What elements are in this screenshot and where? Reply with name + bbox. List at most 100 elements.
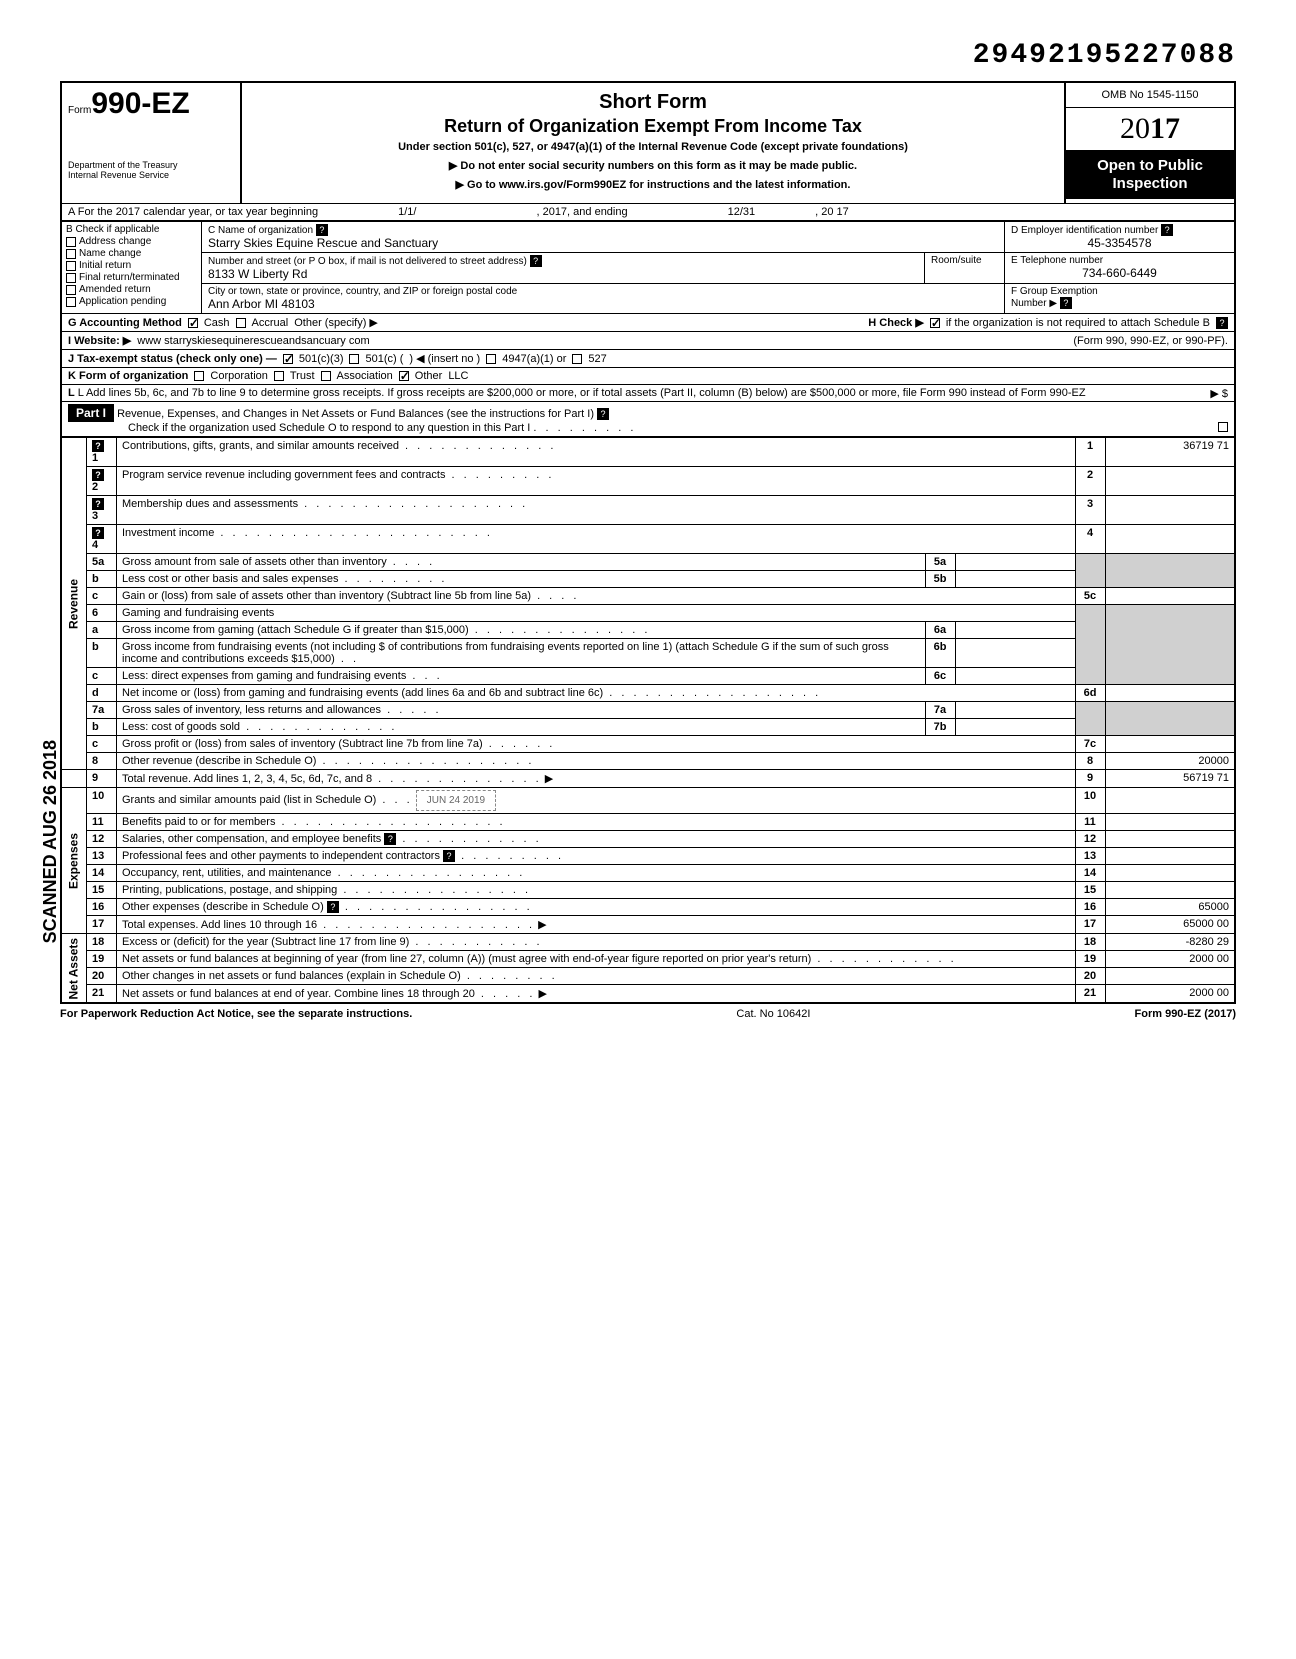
row-a-mid: , 2017, and ending [536,206,627,218]
table-row: a Gross income from gaming (attach Sched… [61,622,1235,639]
amount-1: 36719 71 [1105,438,1235,467]
form-under: Under section 501(c), 527, or 4947(a)(1)… [252,141,1054,153]
chk-final: Final return/terminated [66,272,197,283]
table-row: ? 3 Membership dues and assessments . . … [61,496,1235,525]
help-icon: ? [92,498,104,510]
c-label: C Name of organization [208,225,313,236]
checkbox-501c-icon[interactable] [349,354,359,364]
checkbox-icon[interactable] [66,249,76,259]
city: Ann Arbor MI 48103 [208,297,315,311]
form-subtitle: Return of Organization Exempt From Incom… [252,116,1054,137]
table-row: 5a Gross amount from sale of assets othe… [61,554,1235,571]
table-row: 19 Net assets or fund balances at beginn… [61,951,1235,968]
row-j: J Tax-exempt status (check only one) — 5… [60,350,1236,368]
checkbox-4947-icon[interactable] [486,354,496,364]
l-arrow: ▶ $ [1210,387,1228,400]
row-addr: Number and street (or P O box, if mail i… [202,253,1234,284]
checkbox-accrual-icon[interactable] [236,318,246,328]
form-container: SCANNED AUG 26 2018 29492195227088 Form9… [60,40,1236,1024]
table-row: 7a Gross sales of inventory, less return… [61,702,1235,719]
col-b: B Check if applicable Address change Nam… [62,222,202,313]
amount-18: -8280 29 [1105,934,1235,951]
form-note2: ▶ Go to www.irs.gov/Form990EZ for instru… [252,178,1054,191]
footer-center: Cat. No 10642I [736,1008,810,1020]
amount-8: 20000 [1105,753,1235,770]
row-a: A For the 2017 calendar year, or tax yea… [60,203,1236,220]
amount-9: 56719 71 [1105,770,1235,788]
table-row: d Net income or (loss) from gaming and f… [61,685,1235,702]
document-number: 29492195227088 [60,40,1236,71]
col-b-header: B Check if applicable [66,224,197,235]
table-row: Revenue ? 1 Contributions, gifts, grants… [61,438,1235,467]
help-icon: ? [92,469,104,481]
part1-table: Revenue ? 1 Contributions, gifts, grants… [60,437,1236,1004]
omb: OMB No 1545-1150 [1066,83,1234,108]
checkbox-icon[interactable] [66,237,76,247]
header-center: Short Form Return of Organization Exempt… [242,83,1064,203]
l-text: L Add lines 5b, 6c, and 7b to line 9 to … [78,387,1086,399]
checkbox-schedo-icon[interactable] [1218,422,1228,432]
checkbox-527-icon[interactable] [572,354,582,364]
table-row: Expenses 10 Grants and similar amounts p… [61,788,1235,814]
table-row: c Gross profit or (loss) from sales of i… [61,736,1235,753]
form-num-val: 990-EZ [91,87,189,120]
org-name: Starry Skies Equine Rescue and Sanctuary [208,236,438,250]
table-row: b Less cost or other basis and sales exp… [61,571,1235,588]
scanned-stamp: SCANNED AUG 26 2018 [40,740,61,943]
table-row: c Less: direct expenses from gaming and … [61,668,1235,685]
year-prefix: 20 [1120,112,1150,145]
help-icon: ? [327,901,339,913]
row-a-label: A For the 2017 calendar year, or tax yea… [68,206,318,218]
row-l: L L Add lines 5b, 6c, and 7b to line 9 t… [60,385,1236,402]
checkbox-other-icon[interactable] [399,371,409,381]
help-icon: ? [92,440,104,452]
checkbox-icon[interactable] [66,285,76,295]
table-row: b Less: cost of goods sold . . . . . . .… [61,719,1235,736]
chk-address: Address change [66,236,197,247]
checkbox-corp-icon[interactable] [194,371,204,381]
d-label: D Employer identification number [1011,225,1158,236]
row-i: I Website: ▶ www starryskiesequinerescue… [60,332,1236,350]
table-row: 6 Gaming and fundraising events [61,605,1235,622]
year-bold: 17 [1150,112,1180,145]
website: www starryskiesequinerescueandsancuary c… [137,335,369,347]
ein: 45-3354578 [1011,236,1228,250]
table-row: 15 Printing, publications, postage, and … [61,882,1235,899]
table-row: 16 Other expenses (describe in Schedule … [61,899,1235,916]
checkbox-cash-icon[interactable] [188,318,198,328]
row-k: K Form of organization Corporation Trust… [60,368,1236,385]
checkbox-icon[interactable] [66,261,76,271]
part1-sub: Check if the organization used Schedule … [128,422,530,434]
checkbox-icon[interactable] [66,297,76,307]
footer-right: Form 990-EZ (2017) [1135,1008,1236,1020]
chk-amended: Amended return [66,284,197,295]
f-sub: Number ▶ [1011,298,1057,309]
table-row: 8 Other revenue (describe in Schedule O)… [61,753,1235,770]
checkbox-assoc-icon[interactable] [321,371,331,381]
g-label: G Accounting Method [68,317,182,329]
chk-name: Name change [66,248,197,259]
form-number: Form990-EZ [68,87,234,121]
j-label: J Tax-exempt status (check only one) — [68,353,277,365]
table-row: 20 Other changes in net assets or fund b… [61,968,1235,985]
row-g: G Accounting Method Cash Accrual Other (… [60,314,1236,332]
table-row: ? 2 Program service revenue including go… [61,467,1235,496]
header-right: OMB No 1545-1150 2017 Open to Public Ins… [1064,83,1234,203]
checkbox-501c3-icon[interactable] [283,354,293,364]
row-c: C Name of organization ? Starry Skies Eq… [202,222,1234,253]
header-left: Form990-EZ Department of the Treasury In… [62,83,242,203]
received-stamp: JUN 24 2019 [416,790,496,811]
checkbox-h-icon[interactable] [930,318,940,328]
checkbox-trust-icon[interactable] [274,371,284,381]
form-prefix: Form [68,105,91,116]
amount-21: 2000 00 [1105,985,1235,1004]
h-text: if the organization is not required to a… [946,317,1210,329]
help-icon: ? [1161,224,1173,236]
header-grid: B Check if applicable Address change Nam… [60,220,1236,314]
help-icon: ? [316,224,328,236]
city-label: City or town, state or province, country… [208,286,517,297]
checkbox-icon[interactable] [66,273,76,283]
table-row: ? 4 Investment income . . . . . . . . . … [61,525,1235,554]
amount-16: 65000 [1105,899,1235,916]
side-expenses: Expenses [61,788,87,934]
